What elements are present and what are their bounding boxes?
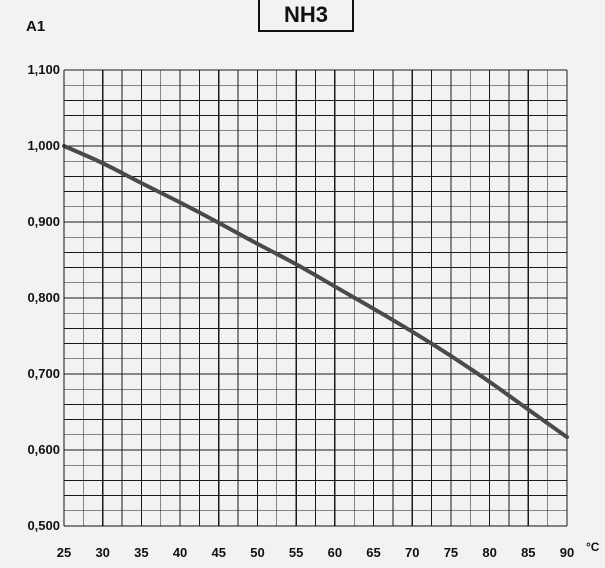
x-tick-label: 60 (328, 545, 342, 560)
series-point (527, 409, 529, 411)
chart-title: NH3 (258, 0, 354, 32)
x-tick-label: 55 (289, 545, 303, 560)
x-tick-label: 45 (212, 545, 226, 560)
series-point (566, 436, 568, 438)
y-tick-label: 0,600 (27, 442, 60, 457)
series-point (256, 243, 258, 245)
series-layer (62, 144, 569, 440)
series-point (372, 307, 374, 309)
series-point (179, 201, 181, 203)
y-tick-label: 0,900 (27, 214, 60, 229)
x-tick-label: 90 (560, 545, 574, 560)
y-axis-label: A1 (26, 18, 46, 35)
x-axis-unit: °C (586, 540, 600, 554)
series-point (450, 355, 452, 357)
x-tick-label: 50 (250, 545, 264, 560)
y-tick-label: 0,700 (27, 366, 60, 381)
series-point (218, 222, 220, 224)
x-tick-label: 30 (95, 545, 109, 560)
series-point (295, 263, 297, 265)
y-tick-label: 1,100 (27, 62, 60, 77)
y-tick-label: 1,000 (27, 138, 60, 153)
x-tick-label: 35 (134, 545, 148, 560)
x-tick-label: 25 (57, 545, 71, 560)
x-tick-label: 80 (482, 545, 496, 560)
x-tick-label: 65 (366, 545, 380, 560)
series-point (411, 330, 413, 332)
series-point (334, 285, 336, 287)
series-point (101, 162, 103, 164)
x-tick-label: 75 (444, 545, 458, 560)
series-line (62, 144, 569, 440)
y-tick-label: 0,800 (27, 290, 60, 305)
series-point (140, 182, 142, 184)
x-tick-label: 70 (405, 545, 419, 560)
x-tick-label: 85 (521, 545, 535, 560)
series-point (488, 380, 490, 382)
grid-layer (63, 69, 568, 527)
x-tick-label: 40 (173, 545, 187, 560)
y-tick-label: 0,500 (27, 518, 60, 533)
axis-layer: 0,500 0,600 0,700 0,800 0,900 1,000 1,100 25 30 3… (27, 62, 574, 560)
